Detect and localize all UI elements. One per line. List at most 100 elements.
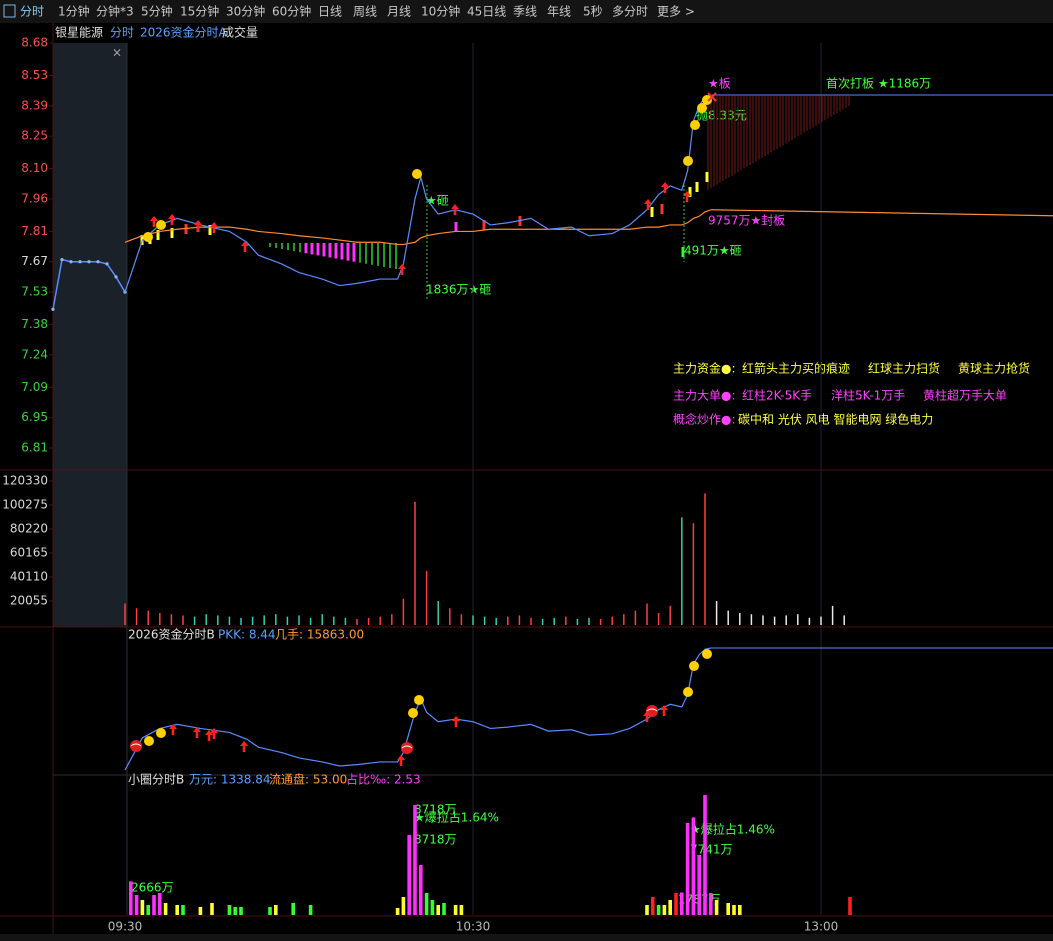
flow-bar bbox=[163, 902, 168, 915]
bar-label: 8718万 bbox=[414, 803, 457, 817]
legend-item: 红箭头主力买的痕迹 bbox=[742, 361, 850, 376]
annotation: 9757万★封板 bbox=[708, 214, 785, 228]
flow-bar bbox=[156, 230, 160, 240]
flow-bar bbox=[146, 905, 150, 915]
annotation: 491万★砸 bbox=[684, 244, 742, 258]
toolbar-tab[interactable]: 分钟*3 bbox=[96, 4, 134, 19]
flow-bar bbox=[645, 905, 649, 915]
stock-name: 银星能源 bbox=[55, 26, 103, 40]
yellow-ball bbox=[689, 661, 699, 671]
flow-bar bbox=[732, 905, 736, 915]
red-ball-stripe bbox=[646, 708, 658, 712]
flow-bar bbox=[419, 865, 423, 915]
flow-bar bbox=[291, 902, 295, 915]
y-tick-label: 6.81 bbox=[21, 441, 48, 455]
y-tick-label: 7.81 bbox=[21, 224, 48, 238]
flow-bar bbox=[401, 897, 406, 915]
legend-item: 洋柱5K-1万手 bbox=[831, 388, 905, 403]
bar-label: 7741万 bbox=[690, 843, 733, 857]
toolbar-tab[interactable]: 60分钟 bbox=[272, 4, 311, 19]
flow-bar bbox=[453, 905, 458, 915]
red-arrow bbox=[241, 241, 249, 252]
flow-bar bbox=[662, 905, 667, 915]
flow-bar bbox=[680, 892, 684, 915]
indicator-name: 2026资金分时A bbox=[140, 25, 228, 40]
legend-item: 红球主力扫货 bbox=[868, 361, 940, 376]
legend-item: 黄柱超万手大单 bbox=[923, 388, 1007, 403]
flow-bar bbox=[674, 892, 678, 915]
red-arrow bbox=[397, 755, 405, 766]
bottom-tabs bbox=[0, 934, 1053, 941]
flow-bar bbox=[714, 899, 719, 915]
y-tick-label: 8.10 bbox=[21, 161, 48, 175]
legend-title: 主力资金●: bbox=[673, 361, 736, 376]
flow-bar bbox=[413, 805, 417, 915]
flow-bar bbox=[738, 905, 742, 915]
flow-bar bbox=[175, 905, 179, 915]
flow-bar bbox=[129, 881, 133, 915]
red-arrow bbox=[452, 716, 460, 727]
annotation: 抛8.33元 bbox=[696, 108, 747, 123]
toolbar-tab[interactable]: 日线 bbox=[318, 5, 342, 19]
flow-bar bbox=[651, 897, 655, 915]
legend-title: 概念炒作●: bbox=[673, 412, 736, 427]
flow-bar bbox=[454, 222, 458, 232]
flow-bar bbox=[848, 897, 852, 915]
toolbar-tab[interactable]: 月线 bbox=[387, 5, 411, 19]
flow-bar bbox=[152, 895, 156, 915]
x-tick-label: 10:30 bbox=[456, 920, 491, 934]
toolbar-tab[interactable]: 1分钟 bbox=[58, 4, 90, 19]
pre-market-dot bbox=[51, 307, 55, 311]
toolbar-tab[interactable]: 10分钟 bbox=[421, 4, 460, 19]
toolbar-tab[interactable]: 分时 bbox=[20, 5, 44, 19]
red-ball bbox=[130, 740, 142, 752]
flow-bar bbox=[656, 905, 661, 915]
pre-market-dot bbox=[96, 260, 100, 264]
flow-bar bbox=[210, 902, 214, 915]
annotation: 1836万★砸 bbox=[426, 283, 491, 297]
toolbar-icon[interactable] bbox=[3, 4, 16, 18]
bar-label: 2666万 bbox=[131, 881, 174, 895]
y-tick-label: 7.24 bbox=[21, 347, 48, 361]
y-tick-label: 8.68 bbox=[21, 36, 48, 50]
toolbar-tab[interactable]: 15分钟 bbox=[180, 4, 219, 19]
panel-stat: 万元: 1338.84 bbox=[189, 773, 270, 787]
flow-bar bbox=[660, 204, 664, 214]
x-tick-label: 13:00 bbox=[804, 920, 839, 934]
bar-label: 8718万 bbox=[414, 833, 457, 847]
y-tick-label: 20055 bbox=[10, 594, 48, 608]
toolbar-tab[interactable]: 5分钟 bbox=[141, 4, 173, 19]
flow-bar bbox=[726, 902, 730, 915]
flow-bar bbox=[274, 905, 278, 915]
bar-label: ★爆拉占1.46% bbox=[690, 822, 775, 837]
yellow-ball bbox=[414, 695, 424, 705]
toolbar-tab[interactable]: 季线 bbox=[513, 5, 537, 19]
pre-market-dot bbox=[69, 260, 73, 264]
toolbar-tab[interactable]: 多分时 bbox=[612, 5, 648, 19]
annotation: ★板 bbox=[708, 77, 731, 91]
red-arrow bbox=[193, 727, 201, 738]
red-arrow bbox=[683, 191, 691, 202]
yellow-ball bbox=[143, 232, 153, 242]
toolbar-tab[interactable]: 年线 bbox=[547, 5, 571, 19]
toolbar-tab[interactable]: 45日线 bbox=[467, 5, 506, 19]
yellow-ball bbox=[408, 708, 418, 718]
flow-bar bbox=[140, 899, 145, 915]
close-icon[interactable]: × bbox=[112, 46, 122, 60]
y-tick-label: 7.96 bbox=[21, 191, 48, 205]
flow-bar bbox=[268, 907, 272, 915]
legend-item: 红柱2K-5K手 bbox=[742, 388, 812, 403]
toolbar-tab[interactable]: 5秒 bbox=[583, 5, 603, 19]
x-tick-label: 09:30 bbox=[108, 920, 143, 934]
pre-market-shade bbox=[53, 43, 127, 627]
toolbar-tab[interactable]: 更多 > bbox=[657, 5, 695, 19]
panel-title: 小圈分时B bbox=[128, 773, 184, 787]
toolbar-tab[interactable]: 周线 bbox=[353, 5, 377, 19]
toolbar-tab[interactable]: 30分钟 bbox=[226, 4, 265, 19]
flow-bar bbox=[239, 907, 243, 915]
red-ball-stripe bbox=[401, 745, 413, 749]
red-arrow bbox=[169, 724, 177, 735]
y-tick-label: 7.67 bbox=[21, 254, 48, 268]
y-tick-label: 7.09 bbox=[21, 380, 48, 394]
